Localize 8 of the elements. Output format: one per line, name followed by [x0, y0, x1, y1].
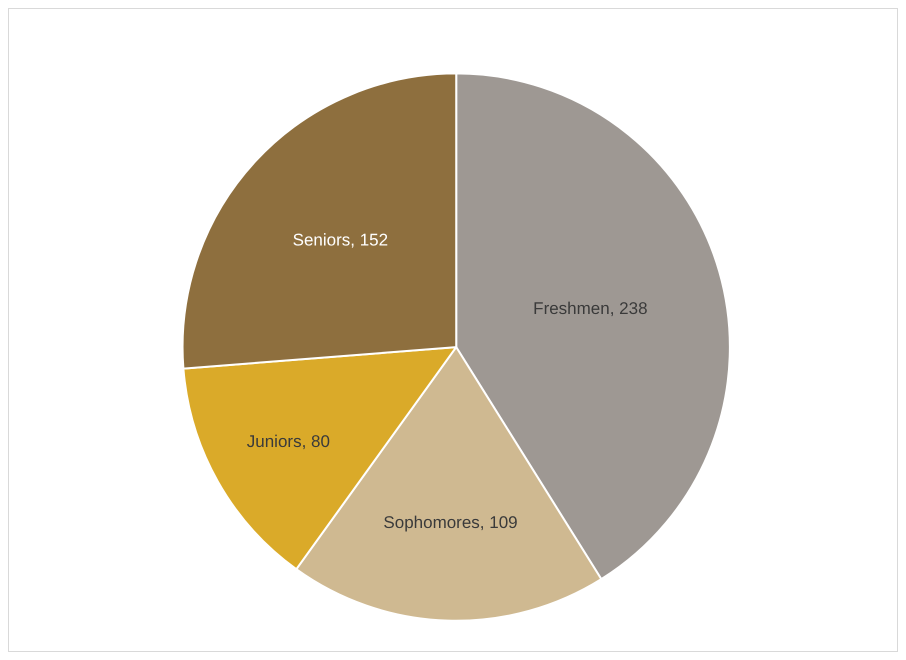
data-label: , 152	[350, 230, 388, 250]
slice-label: Freshmen	[533, 299, 610, 318]
slice-label: Juniors	[246, 432, 302, 452]
slice-label: Seniors	[292, 230, 350, 250]
data-label: , 80	[302, 432, 330, 452]
data-label: , 238	[610, 299, 648, 318]
data-label: , 109	[480, 513, 518, 532]
slice-label: Sophomores	[383, 513, 480, 532]
